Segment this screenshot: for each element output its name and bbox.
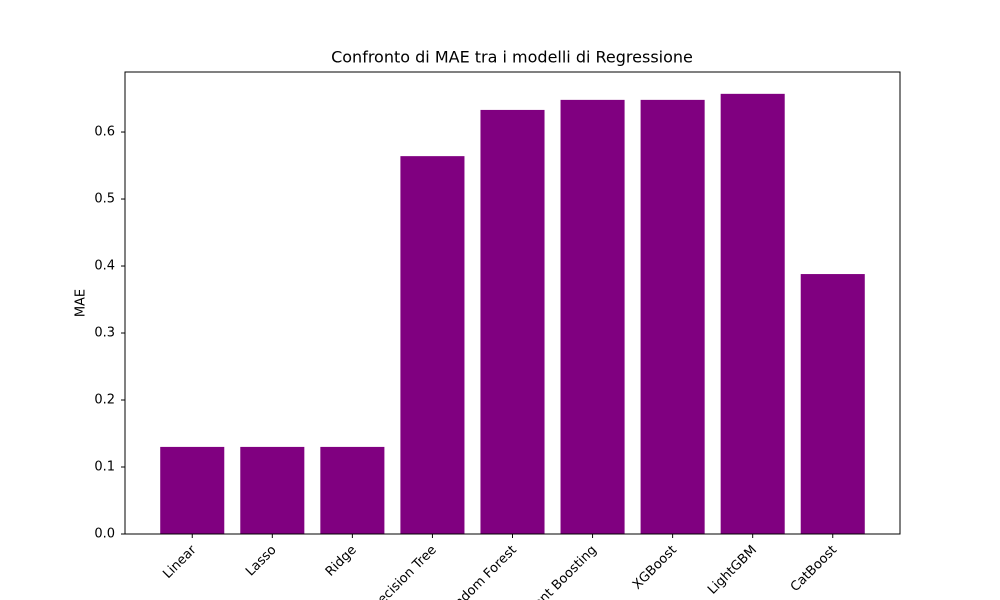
- x-tick-label: LightGBM: [705, 543, 760, 598]
- y-axis-label: MAE: [74, 289, 89, 317]
- bar: [800, 274, 865, 534]
- x-tick-label: Gradient Boosting: [506, 543, 600, 600]
- plot-frame: [124, 71, 901, 535]
- x-tick-label: Linear: [160, 542, 200, 582]
- x-tick-label: Ridge: [323, 543, 360, 580]
- y-tick-label: 0.6: [94, 125, 115, 140]
- y-tick-label: 0.4: [94, 259, 115, 274]
- bar: [480, 109, 545, 534]
- bar: [320, 446, 385, 534]
- y-tick-label: 0.1: [94, 460, 115, 475]
- y-tick-label: 0.2: [94, 393, 115, 408]
- bar: [400, 156, 465, 534]
- chart-title: Confronto di MAE tra i modelli di Regres…: [331, 48, 693, 67]
- x-tick-label: XGBoost: [630, 543, 680, 593]
- x-tick-label: Lasso: [243, 543, 280, 580]
- x-tick-label: CatBoost: [788, 543, 840, 595]
- bar: [720, 93, 785, 534]
- y-tick-label: 0.0: [94, 527, 115, 542]
- bar: [160, 446, 225, 534]
- bar: [240, 446, 305, 534]
- y-tick-label: 0.3: [94, 326, 115, 341]
- bar: [640, 99, 705, 535]
- y-tick-label: 0.5: [94, 192, 115, 207]
- x-tick-label: Decision Tree: [368, 543, 440, 600]
- bar: [560, 99, 625, 535]
- x-tick-label: Random Forest: [440, 543, 520, 600]
